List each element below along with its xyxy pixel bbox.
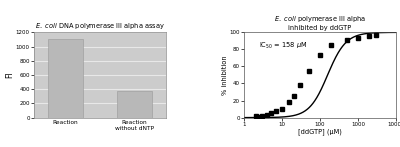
Bar xyxy=(48,39,83,118)
Bar xyxy=(117,91,152,118)
Text: IC$_{50}$ = 158 $\mu$M: IC$_{50}$ = 158 $\mu$M xyxy=(259,41,308,51)
Text: $\it{E.\ coli}$ polymerase III alpha
inhibited by ddGTP: $\it{E.\ coli}$ polymerase III alpha inh… xyxy=(274,14,366,31)
X-axis label: [ddGTP] (μM): [ddGTP] (μM) xyxy=(298,128,342,135)
Text: $\it{E.\ coli}$ DNA polymerase III alpha assay: $\it{E.\ coli}$ DNA polymerase III alpha… xyxy=(35,21,165,31)
Y-axis label: FI: FI xyxy=(6,72,14,78)
Y-axis label: % inhibition: % inhibition xyxy=(222,55,228,95)
